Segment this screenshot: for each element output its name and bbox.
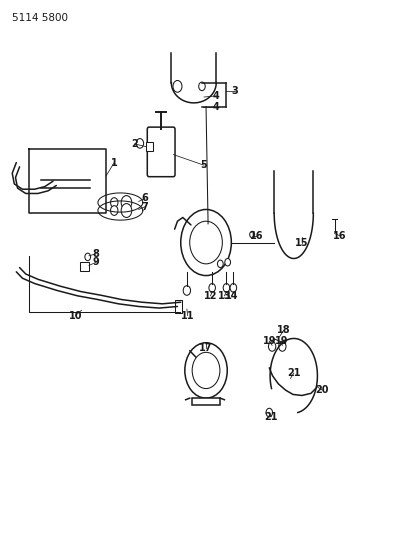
Text: 5: 5: [201, 160, 207, 170]
Circle shape: [217, 260, 223, 268]
Text: 2: 2: [131, 139, 138, 149]
Text: 16: 16: [250, 231, 264, 240]
Bar: [80, 262, 89, 271]
Text: 11: 11: [181, 311, 195, 320]
Text: 13: 13: [217, 291, 231, 301]
Circle shape: [185, 343, 227, 398]
Text: 15: 15: [295, 238, 309, 247]
Text: 4: 4: [213, 91, 220, 101]
Text: 17: 17: [199, 343, 213, 352]
Circle shape: [268, 342, 276, 351]
Text: 20: 20: [315, 385, 329, 395]
Circle shape: [121, 204, 132, 217]
Circle shape: [192, 352, 220, 389]
Circle shape: [181, 209, 231, 276]
Text: 12: 12: [204, 291, 217, 301]
Circle shape: [183, 286, 191, 295]
Circle shape: [85, 253, 91, 261]
Circle shape: [121, 196, 132, 209]
Bar: [146, 142, 153, 151]
Text: 5114 5800: 5114 5800: [12, 13, 68, 23]
Text: 8: 8: [93, 249, 100, 259]
Circle shape: [250, 231, 255, 238]
Bar: [175, 300, 182, 313]
Circle shape: [111, 206, 118, 215]
Circle shape: [209, 284, 215, 292]
Text: 19: 19: [262, 336, 276, 346]
Text: 7: 7: [142, 202, 148, 212]
Circle shape: [223, 284, 230, 292]
Text: 21: 21: [264, 412, 278, 422]
Text: 19: 19: [275, 336, 288, 346]
Text: 9: 9: [93, 257, 100, 267]
Text: 16: 16: [333, 231, 346, 240]
Text: 18: 18: [277, 326, 290, 335]
Circle shape: [279, 342, 286, 351]
Circle shape: [136, 139, 144, 148]
Circle shape: [111, 198, 118, 207]
Circle shape: [173, 80, 182, 92]
Text: 3: 3: [231, 86, 238, 95]
Circle shape: [230, 284, 237, 292]
FancyBboxPatch shape: [147, 127, 175, 177]
Text: 1: 1: [111, 158, 118, 167]
Circle shape: [266, 408, 273, 417]
Text: 10: 10: [69, 311, 82, 320]
Bar: [192, 398, 220, 405]
Circle shape: [225, 259, 231, 266]
Circle shape: [199, 82, 205, 91]
Circle shape: [190, 221, 222, 264]
Text: 6: 6: [142, 193, 148, 203]
Text: 14: 14: [225, 291, 239, 301]
Text: 21: 21: [287, 368, 301, 378]
Text: 4: 4: [213, 102, 220, 111]
